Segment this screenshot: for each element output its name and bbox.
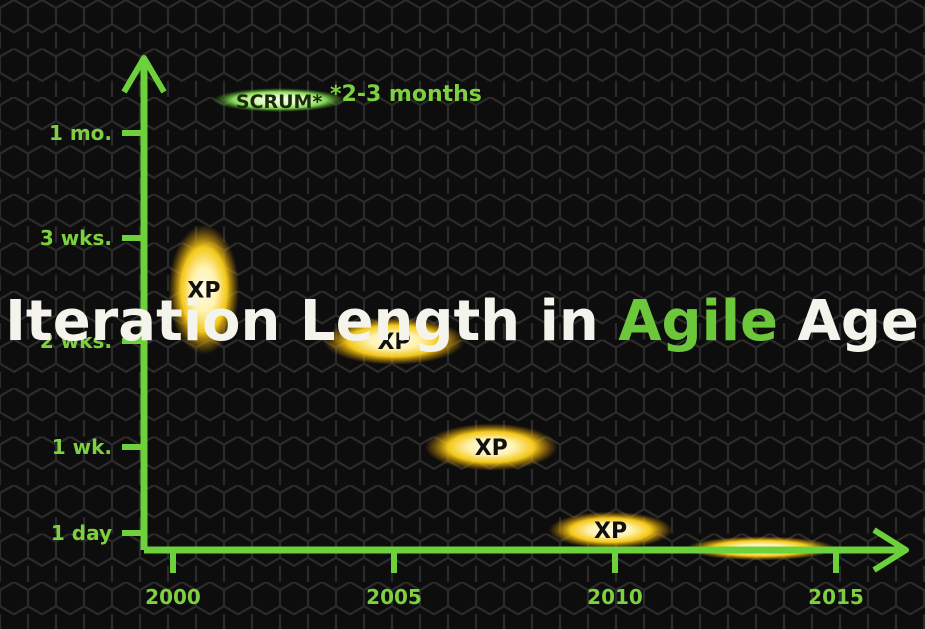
- title-part-white-1: Iteration Length in: [5, 289, 618, 354]
- title-part-green: Agile: [618, 289, 778, 354]
- axes: [121, 55, 909, 573]
- scrum-note: *2-3 months: [330, 82, 482, 107]
- chart-title: Iteration Length in Agile Age: [5, 289, 919, 354]
- y-tick-label: 1 wk.: [52, 435, 112, 459]
- title-part-white-2: Age: [778, 289, 919, 354]
- y-axis-arrowhead: [121, 55, 167, 94]
- y-tick-label: 1 day: [51, 521, 112, 545]
- xp-point-label: XP: [475, 436, 508, 461]
- xp-data-point: [424, 423, 558, 471]
- x-tick-label: 2000: [145, 585, 201, 609]
- ticks: 2000 2005 2010 2015 1 day 1 wk. 2 wks. 3 wks. 1 …: [40, 121, 864, 609]
- scrum-data-point: [212, 88, 346, 112]
- xp-data-point: [323, 317, 465, 365]
- y-tick-label: 3 wks.: [40, 226, 112, 250]
- data-points: SCRUM* XP XP XP XP: [168, 88, 836, 561]
- y-tick-label: 1 mo.: [49, 121, 112, 145]
- xp-point-label: XP: [187, 279, 220, 304]
- scrum-point-label: SCRUM*: [236, 91, 323, 113]
- x-tick-label: 2015: [808, 585, 864, 609]
- xp-data-point: [168, 224, 240, 355]
- x-tick-label: 2005: [366, 585, 422, 609]
- xp-point-label: XP: [377, 330, 410, 355]
- y-tick-label: 2 wks.: [40, 329, 112, 353]
- x-axis-arrowhead: [872, 527, 909, 573]
- xp-data-point: [548, 511, 673, 549]
- xp-point-label: XP: [594, 519, 627, 544]
- x-tick-label: 2010: [587, 585, 643, 609]
